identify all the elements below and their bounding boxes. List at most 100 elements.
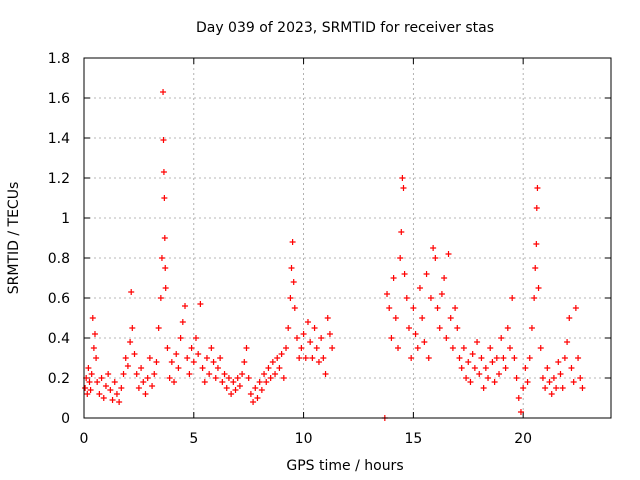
- data-point: [315, 359, 322, 365]
- data-point: [175, 365, 182, 371]
- data-point: [534, 185, 541, 191]
- data-point: [111, 379, 118, 385]
- data-point: [568, 365, 575, 371]
- data-point: [548, 391, 555, 397]
- data-point: [485, 375, 492, 381]
- data-point: [208, 345, 215, 351]
- data-point: [171, 379, 178, 385]
- y-axis-label: SRMTID / TECUs: [6, 182, 22, 295]
- data-point: [98, 375, 105, 381]
- data-point: [515, 395, 522, 401]
- data-point: [254, 395, 261, 401]
- data-point: [469, 351, 476, 357]
- data-point: [474, 339, 481, 345]
- data-point: [533, 205, 540, 211]
- data-point: [311, 325, 318, 331]
- data-point: [102, 383, 109, 389]
- data-point: [157, 295, 164, 301]
- data-point: [449, 345, 456, 351]
- data-point: [221, 371, 228, 377]
- data-point: [243, 345, 250, 351]
- data-point: [467, 379, 474, 385]
- data-point: [463, 375, 470, 381]
- data-point: [122, 355, 129, 361]
- data-point: [399, 175, 406, 181]
- data-point: [419, 315, 426, 321]
- data-point: [504, 325, 511, 331]
- data-point: [566, 315, 573, 321]
- data-point: [288, 265, 295, 271]
- data-point: [482, 365, 489, 371]
- data-point: [88, 371, 95, 377]
- data-point: [579, 385, 586, 391]
- data-point: [109, 397, 116, 403]
- data-point: [480, 385, 487, 391]
- data-point: [290, 279, 297, 285]
- data-point: [177, 335, 184, 341]
- data-point: [318, 335, 325, 341]
- plot-frame: [83, 57, 612, 419]
- data-points: [82, 89, 586, 421]
- data-point: [471, 365, 478, 371]
- data-point: [397, 255, 404, 261]
- data-point: [142, 391, 149, 397]
- data-point: [269, 359, 276, 365]
- y-tick-label: 1.2: [48, 171, 70, 187]
- data-point: [434, 305, 441, 311]
- data-point: [263, 379, 270, 385]
- data-point: [173, 351, 180, 357]
- data-point: [151, 371, 158, 377]
- data-point: [532, 265, 539, 271]
- data-point: [322, 371, 329, 377]
- data-point: [210, 359, 217, 365]
- data-point: [427, 295, 434, 301]
- data-point: [329, 345, 336, 351]
- data-point: [182, 303, 189, 309]
- data-point: [511, 355, 518, 361]
- data-point: [553, 385, 560, 391]
- data-point: [236, 383, 243, 389]
- data-point: [531, 295, 538, 301]
- tick-labels: 0 0.2 0.4 0.6 0.8 1 1.2 1.4 1.6 1.8 0 5 10 15 20: [48, 51, 532, 447]
- chart-title: Day 039 of 2023, SRMTID for receiver sta…: [196, 20, 494, 36]
- data-point: [298, 345, 305, 351]
- data-point: [228, 391, 235, 397]
- data-point: [274, 355, 281, 361]
- data-point: [465, 359, 472, 365]
- data-point: [93, 355, 100, 361]
- data-point: [496, 371, 503, 377]
- data-point: [577, 375, 584, 381]
- y-tick-label: 1.8: [48, 51, 70, 67]
- data-point: [199, 365, 206, 371]
- data-point: [219, 379, 226, 385]
- data-point: [546, 379, 553, 385]
- data-point: [487, 345, 494, 351]
- data-point: [127, 339, 134, 345]
- data-point: [135, 385, 142, 391]
- data-point: [302, 355, 309, 361]
- data-point: [82, 385, 89, 391]
- data-point: [570, 379, 577, 385]
- data-point: [533, 241, 540, 247]
- data-point: [572, 305, 579, 311]
- data-point: [149, 383, 156, 389]
- data-point: [522, 365, 529, 371]
- y-tick-label: 0.8: [48, 251, 70, 267]
- data-point: [133, 371, 140, 377]
- y-tick-label: 1.6: [48, 91, 70, 107]
- data-point: [524, 379, 531, 385]
- data-point: [192, 335, 199, 341]
- data-point: [265, 365, 272, 371]
- y-tick-label: 0.2: [48, 371, 70, 387]
- data-point: [241, 359, 248, 365]
- data-point: [443, 335, 450, 341]
- data-point: [296, 355, 303, 361]
- data-point: [285, 325, 292, 331]
- data-point: [161, 195, 168, 201]
- data-point: [452, 305, 459, 311]
- data-point: [84, 391, 91, 397]
- data-point: [520, 385, 527, 391]
- data-point: [140, 379, 147, 385]
- x-tick-label: 20: [514, 431, 532, 447]
- data-point: [550, 375, 557, 381]
